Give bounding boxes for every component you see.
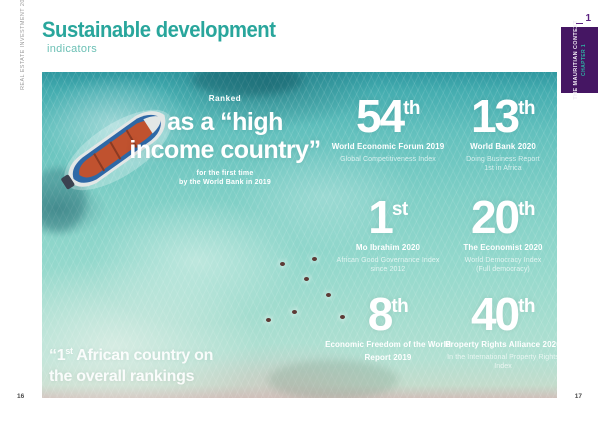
swimmer-dot (292, 310, 297, 314)
stat-world-bank: 13th World Bank 2020 Doing Business Repo… (408, 93, 557, 173)
stat-value: 40th (470, 288, 536, 340)
stat-wef: 54th World Economic Forum 2019 Global Co… (293, 93, 483, 164)
swimmer-dot (280, 262, 285, 266)
caption-line2: by the World Bank in 2019 (178, 179, 271, 187)
stat-value: 20th (470, 191, 536, 243)
stat-detail: Doing Business Report (466, 156, 540, 163)
stat-detail: World Democracy Index (464, 257, 542, 264)
stat-source: Mo Ibrahim 2020 (355, 243, 421, 252)
chapter-tab-subtitle: CHAPTER 1 (580, 44, 587, 76)
stat-value: 13th (470, 90, 536, 142)
stat-source: Economic Freedom of the World (325, 340, 451, 349)
page-subtitle: indicators (47, 43, 98, 55)
spine-text: REAL ESTATE INVESTMENT 2021 (20, 0, 26, 90)
stat-source2: Report 2019 (364, 353, 412, 362)
swimmer-dot (326, 293, 331, 297)
chapter-tab-title: THE MAURITIAN CONTEXT (572, 20, 579, 100)
stat-property-rights: 40th Property Rights Alliance 2020 In th… (408, 291, 557, 371)
boat-image (61, 109, 172, 191)
stat-detail2: since 2012 (370, 266, 406, 274)
stat-economist: 20th The Economist 2020 World Democracy … (408, 194, 557, 274)
ranked-headline-block: Ranked as a “high income country” for th… (118, 94, 332, 188)
hero-photo-lagoon: Ranked as a “high income country” for th… (42, 72, 557, 398)
page-title: Sustainable development (42, 17, 276, 42)
headline-line1: as a “high (167, 108, 283, 136)
chapter-number-tick (576, 23, 583, 24)
swimmer-dot (340, 315, 345, 319)
page-number-right: 17 (574, 393, 582, 400)
seagrass-patch (268, 360, 398, 398)
stat-mo-ibrahim: 1st Mo Ibrahim 2020 African Good Governa… (293, 194, 483, 274)
footer-quote: “1st African country on the overall rank… (49, 346, 214, 385)
chapter-number: 1 (585, 13, 591, 24)
quote-line1: “1 (49, 347, 66, 364)
stat-value: 1st (368, 191, 408, 243)
reef-patch (192, 72, 302, 96)
headline: as a “high income country” (118, 108, 332, 164)
swimmer-dot (304, 277, 309, 281)
stat-value: 54th (355, 90, 421, 142)
stat-source: World Bank 2020 (470, 142, 536, 151)
stat-detail2: Index (494, 363, 512, 371)
headline-line2: income country” (129, 136, 321, 164)
stat-source: World Economic Forum 2019 (331, 142, 445, 151)
swimmer-dot (312, 257, 317, 261)
stat-detail2: (Full democracy) (476, 266, 530, 274)
stat-detail: African Good Governance Index (336, 257, 440, 264)
stat-detail: In the International Property Rights (447, 354, 557, 361)
swimmer-dot (266, 318, 271, 322)
ranked-label: Ranked (208, 94, 242, 103)
stat-detail2: 1st in Africa (484, 165, 522, 173)
caption-line1: for the first time (196, 170, 254, 177)
headline-caption: for the first time by the World Bank in … (118, 169, 332, 188)
stat-detail: Global Competitiveness Index (340, 156, 436, 163)
quote-line2: the overall rankings (49, 367, 195, 385)
stat-economic-freedom: 8th Economic Freedom of the World Report… (293, 291, 483, 363)
stat-source: Property Rights Alliance 2020 (445, 340, 557, 349)
chapter-tab: THE MAURITIAN CONTEXT CHAPTER 1 (561, 20, 598, 100)
stat-source: The Economist 2020 (463, 243, 543, 252)
stat-value: 8th (367, 288, 409, 340)
page-number-left: 16 (17, 393, 25, 400)
